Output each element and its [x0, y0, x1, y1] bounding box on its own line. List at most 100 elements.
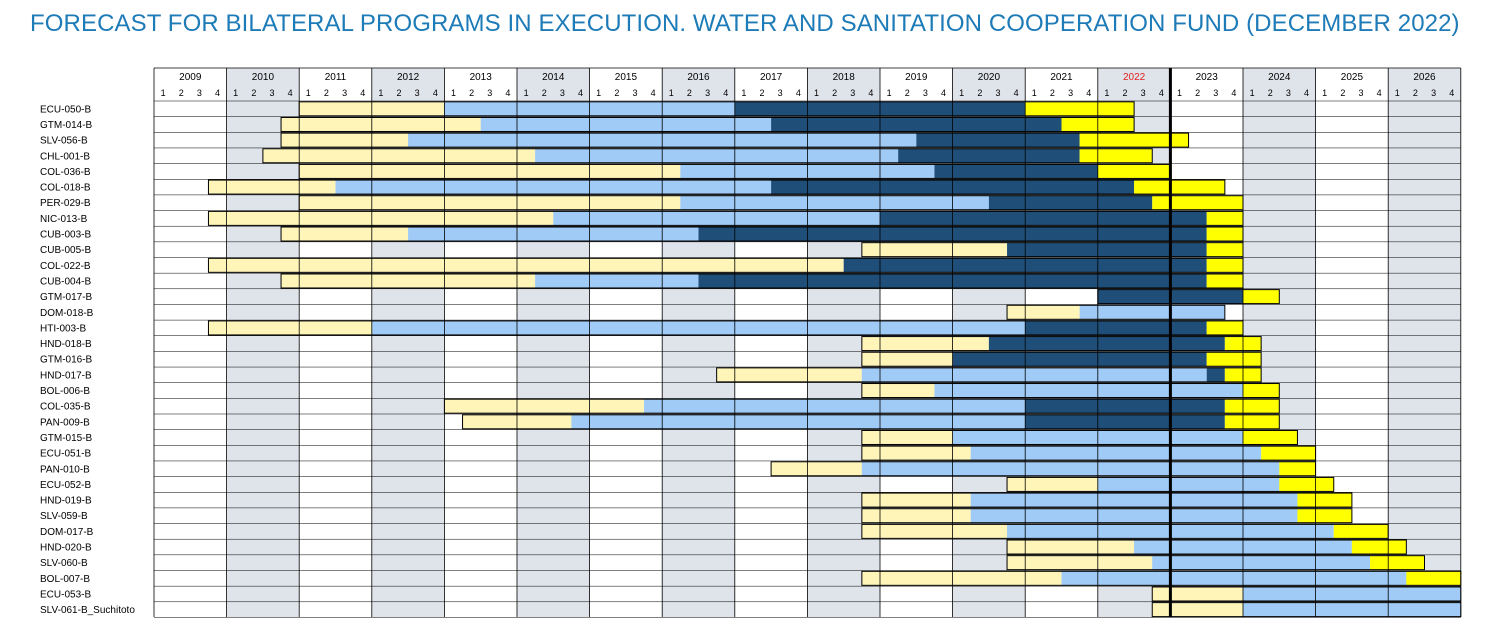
program-label-SLV-059-B: SLV-059-B [40, 511, 88, 522]
bar-PAN-009-B-phase-4 [1224, 414, 1280, 429]
bar-NIC-013-B-phase-2 [553, 211, 880, 226]
quarter-label: 2 [1050, 88, 1055, 98]
bar-SLV-059-B-phase-4 [1297, 508, 1352, 523]
quarter-label: 4 [505, 88, 510, 98]
quarter-label: 3 [778, 88, 783, 98]
bar-SLV-059-B-phase-1 [861, 508, 971, 523]
quarter-label: 1 [1177, 88, 1182, 98]
bar-outline-CHL-001-B [262, 148, 1153, 164]
bar-ECU-050-B-phase-4 [1025, 101, 1135, 116]
quarter-label: 2 [469, 88, 474, 98]
bar-outline-GTM-015-B [861, 429, 1298, 445]
quarter-label: 1 [1104, 88, 1109, 98]
quarter-label: 4 [360, 88, 365, 98]
bar-HTI-003-B-phase-4 [1206, 320, 1243, 335]
program-label-GTM-015-B: GTM-015-B [40, 433, 93, 444]
page-title: FORECAST FOR BILATERAL PROGRAMS IN EXECU… [30, 10, 1460, 37]
quarter-label: 4 [433, 88, 438, 98]
bar-outline-SLV-060-B [1006, 555, 1425, 571]
quarter-label: 1 [233, 88, 238, 98]
bar-DOM-017-B-phase-4 [1333, 524, 1389, 539]
quarter-label: 3 [1213, 88, 1218, 98]
bar-PER-029-B-phase-4 [1152, 195, 1243, 210]
program-label-PER-029-B: PER-029-B [40, 198, 91, 209]
program-label-COL-018-B: COL-018-B [40, 183, 91, 194]
year-label-2018: 2018 [833, 72, 856, 83]
bar-ECU-051-B-phase-1 [861, 446, 971, 461]
program-label-CUB-005-B: CUB-005-B [40, 245, 91, 256]
program-label-GTM-014-B: GTM-014-B [40, 120, 93, 131]
bar-SLV-060-B-phase-2 [1152, 555, 1371, 570]
program-label-ECU-051-B: ECU-051-B [40, 449, 91, 460]
quarter-label: 2 [1123, 88, 1128, 98]
bar-COL-036-B-phase-3 [934, 164, 1098, 179]
program-label-ECU-052-B: ECU-052-B [40, 480, 91, 491]
quarter-label: 4 [796, 88, 801, 98]
year-label-2026: 2026 [1413, 72, 1436, 83]
year-label-2016: 2016 [687, 72, 710, 83]
bar-HND-017-B-phase-3 [1206, 367, 1225, 382]
quarter-label: 1 [814, 88, 819, 98]
quarter-label: 2 [832, 88, 837, 98]
bar-GTM-014-B-phase-3 [771, 117, 1062, 132]
bar-CUB-004-B-phase-4 [1206, 273, 1243, 288]
quarter-label: 4 [868, 88, 873, 98]
quarter-label: 3 [487, 88, 492, 98]
bar-COL-018-B-phase-4 [1134, 180, 1225, 195]
bar-CUB-005-B-phase-3 [1007, 242, 1207, 257]
quarter-label: 4 [578, 88, 583, 98]
quarter-label: 2 [614, 88, 619, 98]
quarter-label: 4 [651, 88, 656, 98]
quarter-label: 2 [397, 88, 402, 98]
bar-HTI-003-B-phase-2 [371, 320, 1026, 335]
bar-SLV-060-B-phase-1 [1007, 555, 1153, 570]
quarter-label: 3 [1431, 88, 1436, 98]
bar-GTM-016-B-phase-1 [861, 352, 953, 367]
quarter-label: 1 [887, 88, 892, 98]
quarter-label: 3 [995, 88, 1000, 98]
bar-HND-017-B-phase-1 [716, 367, 862, 382]
year-label-2024: 2024 [1268, 72, 1291, 83]
bar-PAN-010-B-phase-4 [1279, 461, 1316, 476]
bar-GTM-014-B-phase-2 [480, 117, 772, 132]
quarter-label: 1 [1322, 88, 1327, 98]
bar-ECU-053-B-phase-1 [1152, 586, 1243, 601]
bar-BOL-006-B-phase-4 [1243, 383, 1280, 398]
quarter-label: 4 [1377, 88, 1382, 98]
bar-HTI-003-B-phase-3 [1025, 320, 1207, 335]
program-label-HTI-003-B: HTI-003-B [40, 323, 86, 334]
bar-BOL-006-B-phase-1 [861, 383, 935, 398]
quarter-label: 2 [324, 88, 329, 98]
program-label-SLV-056-B: SLV-056-B [40, 136, 88, 147]
quarter-label: 3 [197, 88, 202, 98]
bar-BOL-006-B-phase-2 [934, 383, 1243, 398]
bar-outline-HND-018-B [861, 336, 1262, 352]
bar-outline-GTM-014-B [280, 116, 1135, 132]
bar-COL-035-B-phase-2 [644, 399, 1026, 414]
program-label-BOL-006-B: BOL-006-B [40, 386, 90, 397]
bar-COL-035-B-phase-1 [444, 399, 645, 414]
quarter-label: 2 [760, 88, 765, 98]
program-label-ECU-053-B: ECU-053-B [40, 589, 91, 600]
quarter-label: 1 [306, 88, 311, 98]
year-label-2025: 2025 [1341, 72, 1364, 83]
bar-BOL-007-B-phase-4 [1406, 571, 1461, 586]
bar-CUB-005-B-phase-4 [1206, 242, 1243, 257]
program-label-GTM-016-B: GTM-016-B [40, 355, 93, 366]
bar-GTM-014-B-phase-1 [281, 117, 481, 132]
quarter-label: 1 [1250, 88, 1255, 98]
bar-PAN-010-B-phase-2 [861, 461, 1280, 476]
year-shade-2026 [1388, 68, 1461, 617]
quarter-label: 2 [1268, 88, 1273, 98]
bar-outline-HND-019-B [861, 492, 1353, 508]
bar-COL-018-B-phase-1 [208, 180, 336, 195]
year-label-2011: 2011 [325, 72, 347, 83]
bar-HND-018-B-phase-1 [861, 336, 989, 351]
quarter-label: 3 [923, 88, 928, 98]
program-label-NIC-013-B: NIC-013-B [40, 214, 88, 225]
bar-HND-019-B-phase-2 [970, 493, 1298, 508]
quarter-label: 1 [524, 88, 529, 98]
year-label-2014: 2014 [542, 72, 565, 83]
bar-COL-018-B-phase-2 [335, 180, 772, 195]
